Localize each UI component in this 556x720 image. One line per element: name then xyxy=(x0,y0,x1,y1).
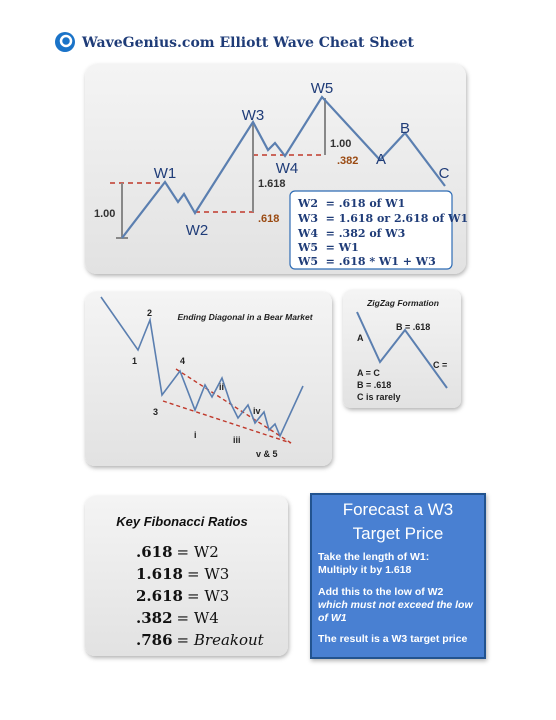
target: = W3 xyxy=(187,565,229,583)
target: = W2 xyxy=(177,543,219,561)
wave-label: W3 xyxy=(242,107,265,124)
panel xyxy=(310,493,486,659)
wave-line xyxy=(100,296,304,438)
ratio: .786 xyxy=(136,631,173,649)
fib-row: 1.618 = W3 xyxy=(136,565,229,583)
wave-label: 4 xyxy=(180,356,185,366)
note: C is rarely xyxy=(357,392,401,402)
panel xyxy=(85,496,288,656)
wave-label: 2 xyxy=(147,308,152,318)
measure: 1.618 xyxy=(258,178,286,190)
header: WaveGenius.com Elliott Wave Cheat Sheet xyxy=(55,32,414,52)
ratio: 2.618 xyxy=(136,587,183,605)
wave-label: A xyxy=(357,333,364,343)
target: = W4 xyxy=(177,609,219,627)
wave-label: iv xyxy=(253,406,261,416)
wave-label: 1 xyxy=(132,356,137,366)
panel-title: ZigZag Formation xyxy=(366,298,439,308)
wave-label: W2 xyxy=(186,222,209,239)
rule: W4 = .382 of W3 xyxy=(297,227,405,240)
zigzag-panel: ZigZag Formation A B = .618 C = A = C B … xyxy=(343,290,461,408)
panel-title: Forecast a W3 xyxy=(343,500,454,519)
target: = Breakout xyxy=(177,631,265,649)
wave-label: ii xyxy=(219,382,224,392)
rule: W5 = .618 * W1 + W3 xyxy=(297,255,436,268)
channel xyxy=(162,368,292,444)
forecast-panel: Forecast a W3 Target Price Take the leng… xyxy=(310,493,486,659)
wave-panel: W1 W2 W3 W4 W5 A B C 1.00 .618 1.618 1.0… xyxy=(85,64,468,274)
panel xyxy=(343,290,461,408)
wave-label: A xyxy=(376,151,386,168)
text-line: which must not exceed the low xyxy=(318,599,473,611)
rules-box xyxy=(289,190,453,270)
panel xyxy=(85,292,332,466)
text-line: Take the length of W1: xyxy=(318,551,429,563)
diagonal-panel: Ending Diagonal in a Bear Market 1 2 3 4… xyxy=(85,292,332,466)
title: WaveGenius.com Elliott Wave Cheat Sheet xyxy=(81,35,414,51)
measure: 1.00 xyxy=(330,138,351,150)
wave-label: v & 5 xyxy=(256,449,278,459)
rule: W3 = 1.618 or 2.618 of W1 xyxy=(297,212,468,225)
note: B = .618 xyxy=(357,380,391,390)
wave-label: B = .618 xyxy=(396,322,430,332)
fib-panel: Key Fibonacci Ratios .618 = W21.618 = W32.… xyxy=(85,496,288,656)
wave-label: C xyxy=(439,165,450,182)
text-line: of W1 xyxy=(318,612,347,624)
note: A = C xyxy=(357,368,380,378)
wave-label: W5 xyxy=(311,80,334,97)
wave-label: i xyxy=(194,430,197,440)
text-line: The result is a W3 target price xyxy=(318,633,468,645)
measure: 1.00 xyxy=(94,208,115,220)
wave-label: 3 xyxy=(153,407,158,417)
fib-row: .786 = Breakout xyxy=(136,631,265,649)
wave-line xyxy=(121,95,446,239)
measure: .382 xyxy=(337,155,358,167)
text-line: Multiply it by 1.618 xyxy=(318,564,412,576)
wave-label: B xyxy=(400,120,410,137)
fib-row: .382 = W4 xyxy=(136,609,219,627)
fib-row: 2.618 = W3 xyxy=(136,587,229,605)
ratio: .618 xyxy=(136,543,173,561)
panel-title: Key Fibonacci Ratios xyxy=(116,514,247,529)
rules: W2 = .618 of W1 W3 = 1.618 or 2.618 of W… xyxy=(297,197,468,268)
measure: .618 xyxy=(258,213,279,225)
rule: W2 = .618 of W1 xyxy=(297,197,405,210)
ratio: 1.618 xyxy=(136,565,183,583)
wave-label: W1 xyxy=(154,165,177,182)
fib-rows: .618 = W21.618 = W32.618 = W3.382 = W4.786 = … xyxy=(136,543,265,649)
wave-label: W4 xyxy=(276,160,299,177)
panel-title: Target Price xyxy=(353,524,444,543)
rule: W5 = W1 xyxy=(297,241,359,254)
wave-label: iii xyxy=(233,435,241,445)
wave-label: C = xyxy=(433,360,447,370)
logo-swirl xyxy=(59,34,73,48)
text-line: Add this to the low of W2 xyxy=(318,586,444,598)
wave-line xyxy=(356,311,448,389)
ratio: .382 xyxy=(136,609,173,627)
dashes xyxy=(110,154,325,213)
panel-title: Ending Diagonal in a Bear Market xyxy=(177,312,313,322)
target: = W3 xyxy=(187,587,229,605)
fib-row: .618 = W2 xyxy=(136,543,219,561)
